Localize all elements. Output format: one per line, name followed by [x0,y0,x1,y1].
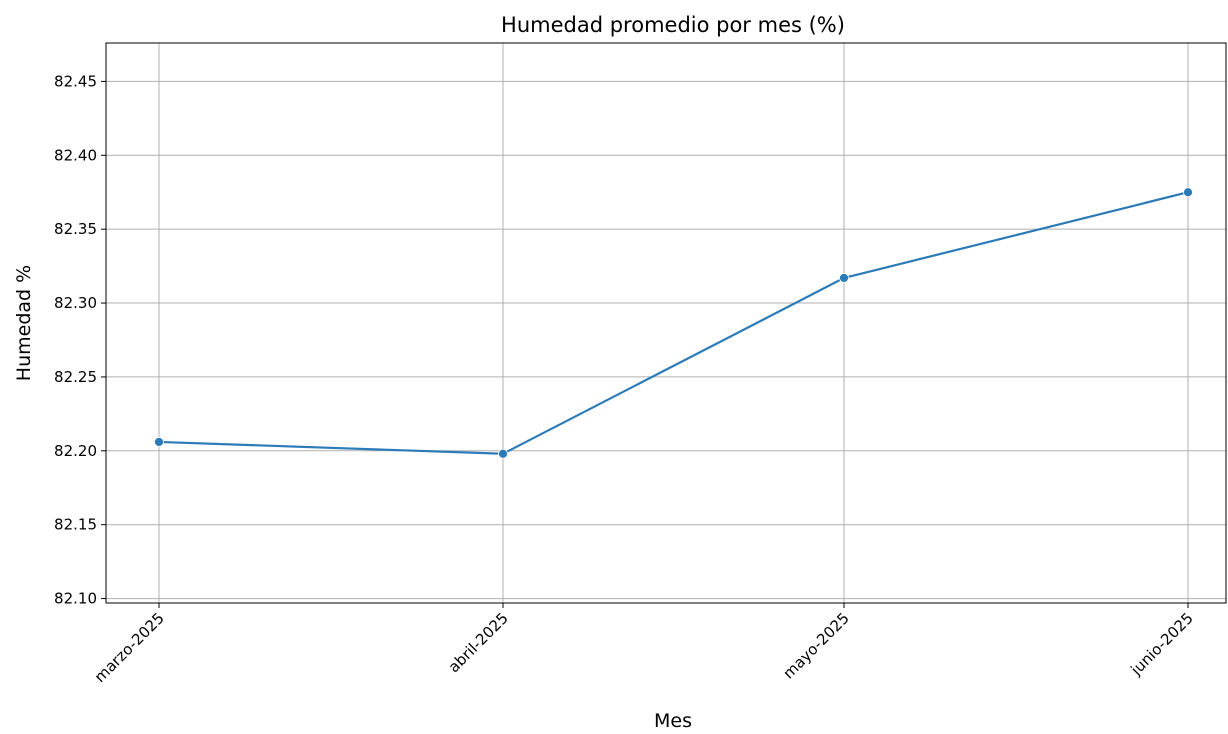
data-point-abril-2025 [498,448,508,459]
data-point-junio-2025 [1183,187,1193,198]
y-tick-label: 82.15 [54,516,97,534]
plot-area-frame [105,42,1227,604]
grid-lines [106,43,1226,603]
x-tick-label: abril-2025 [445,609,512,676]
x-tick-label: junio-2025 [1127,609,1197,679]
series-layer [154,187,1193,459]
y-tick-label: 82.20 [54,442,97,460]
x-tick-label: marzo-2025 [91,609,168,686]
y-tick-label: 82.10 [54,590,97,608]
y-tick-label: 82.35 [54,220,97,238]
x-axis-title: Mes [654,710,692,729]
y-tick-label: 82.25 [54,368,97,386]
y-tick-label: 82.30 [54,294,97,312]
series-line [158,191,1189,455]
data-point-marzo-2025 [154,437,164,447]
data-point-mayo-2025 [839,273,849,283]
axis-ticks: 82.10 82.15 82.20 82.25 82.30 82.35 82.40 82.45… [54,72,1197,686]
y-axis-title: Humedad % [13,265,35,381]
y-tick-label: 82.40 [54,146,97,164]
x-tick-label: mayo-2025 [779,609,852,682]
chart-title: Humedad promedio por mes (%) [501,13,845,37]
y-tick-label: 82.45 [54,72,97,90]
